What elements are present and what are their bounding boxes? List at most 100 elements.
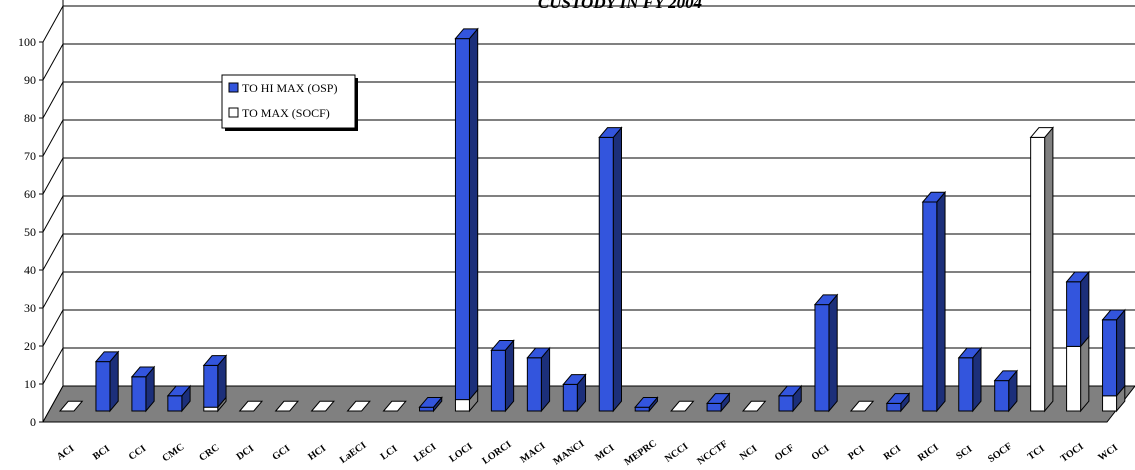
bar-empty-PCI-top xyxy=(849,400,875,412)
bar-osp-CMC-top xyxy=(166,385,192,397)
category-label: LOCI xyxy=(447,441,474,465)
bar-osp-WCI-side xyxy=(1116,308,1126,398)
category-label: RICI xyxy=(916,442,941,464)
x-axis-categories: ACI BCI CCI CMC CRC DCI GCI HCI LaECI LCI LECI LOCI… xyxy=(55,438,1120,468)
grid-wall-line xyxy=(42,43,64,81)
bar-osp-LOCI-top xyxy=(454,28,479,40)
bar-osp-MANCI-front xyxy=(562,383,578,412)
category-label: LORCI xyxy=(480,439,513,467)
y-tick-label: 80 xyxy=(24,111,36,125)
bar-empty-GCI-top xyxy=(274,400,300,412)
bar-empty-NCCI-top xyxy=(670,400,695,412)
bar-osp-SOCF-top xyxy=(993,370,1019,382)
bar-osp-LOCI-side xyxy=(468,27,479,401)
grid-wall-line xyxy=(42,233,64,271)
bar-osp-RCI-top xyxy=(885,393,911,404)
bar-osp-CCI-top xyxy=(130,366,156,378)
category-label: PCI xyxy=(846,443,867,462)
bar-osp-TOCI-side xyxy=(1080,270,1090,348)
bar-osp-WCI-front xyxy=(1102,319,1118,397)
category-label: OCI xyxy=(810,443,832,463)
category-label: ACI xyxy=(55,443,76,463)
y-tick-label: 40 xyxy=(24,263,36,277)
grid-wall-line xyxy=(42,347,64,385)
legend-box xyxy=(221,74,356,129)
category-label: CRC xyxy=(197,442,221,463)
bar-osp-SOCF-front xyxy=(994,380,1010,412)
bar-osp-TOCI-front xyxy=(1066,281,1082,347)
y-tick-label: 50 xyxy=(24,225,36,239)
category-label: HCI xyxy=(306,443,328,463)
bar-osp-RICI-top xyxy=(921,191,947,203)
category-label: DCI xyxy=(235,443,256,463)
y-tick-label: 20 xyxy=(24,339,36,353)
category-label: LaECI xyxy=(338,440,369,466)
grid-wall-line xyxy=(42,271,64,309)
bar-osp-MACI-front xyxy=(526,357,542,412)
bar-osp-CRC-top xyxy=(202,355,228,366)
bar-osp-BCI-top xyxy=(94,351,120,363)
category-label: CMC xyxy=(160,442,186,465)
category-label: MEPRC xyxy=(623,438,659,468)
legend-label-socf: TO MAX (SOCF) xyxy=(242,106,330,120)
grid-wall-line xyxy=(42,5,64,43)
grid-wall-line xyxy=(42,309,64,347)
category-label: SOCF xyxy=(986,441,1014,465)
bar-osp-SCI-side xyxy=(972,346,982,413)
bar-empty-NCI-top xyxy=(741,400,767,412)
y-tick-label: 90 xyxy=(24,73,36,87)
legend-shadow-right xyxy=(355,78,358,131)
bar-osp-RICI-side xyxy=(936,190,946,413)
bar-osp-LECI-top xyxy=(418,396,443,408)
y-tick-label: 70 xyxy=(24,149,36,163)
bar-osp-RCI-front xyxy=(886,402,902,412)
category-label: SCI xyxy=(954,444,974,463)
bar-osp-OCI-side xyxy=(828,293,838,413)
bar-osp-OCI-front xyxy=(814,304,830,412)
category-label: LCI xyxy=(379,443,400,462)
bar-osp-LECI-front xyxy=(419,406,434,412)
bar-osp-LORCI-top xyxy=(490,339,515,351)
bar-socf-CRC-front xyxy=(203,406,219,412)
legend-swatch-socf xyxy=(228,107,239,118)
bar-empty-HCI-top xyxy=(310,400,335,412)
bar-osp-WCI-top xyxy=(1101,309,1126,321)
category-label: LECI xyxy=(412,441,438,464)
category-label: RCI xyxy=(882,443,903,463)
y-tick-label: 100 xyxy=(18,35,36,49)
bar-empty-LCI-top xyxy=(382,400,407,412)
legend-label-osp: TO HI MAX (OSP) xyxy=(242,81,337,95)
bar-osp-MCI-top xyxy=(598,127,623,138)
bar-socf-TCI-side xyxy=(1044,126,1054,413)
grid-wall-line xyxy=(42,157,64,195)
bar-osp-SCI-front xyxy=(958,357,974,412)
category-label: MANCI xyxy=(551,438,586,467)
y-tick-label: 30 xyxy=(24,301,36,315)
grid-wall-line xyxy=(42,119,64,157)
category-label: WCI xyxy=(1096,442,1120,463)
bar-osp-MEPRC-front xyxy=(634,406,650,412)
bar-osp-MCI-side xyxy=(612,126,622,413)
y-tick-label: 10 xyxy=(24,377,36,391)
category-label: MACI xyxy=(518,440,547,465)
bar-osp-MCI-front xyxy=(598,136,614,412)
bar-osp-TOCI-top xyxy=(1065,271,1090,283)
category-label: CCI xyxy=(127,443,148,463)
bar-osp-MEPRC-top xyxy=(634,396,659,408)
category-label: OCF xyxy=(773,442,797,463)
bar-osp-NCCTF-top xyxy=(706,393,731,404)
bar-socf-LOCI-front xyxy=(454,399,470,412)
bar-socf-TCI-top xyxy=(1029,127,1054,138)
bar-osp-BCI-front xyxy=(95,361,111,412)
bar-osp-LORCI-front xyxy=(490,349,506,412)
bar-empty-DCI-top xyxy=(238,400,264,412)
chart-floor xyxy=(42,385,1135,423)
bar-osp-LORCI-side xyxy=(504,339,515,413)
bars xyxy=(58,27,1126,413)
bar-empty-ACI-top xyxy=(58,400,84,412)
bar-osp-NCCTF-front xyxy=(706,402,722,412)
y-tick-label: 60 xyxy=(24,187,36,201)
grid-wall-line xyxy=(42,81,64,119)
